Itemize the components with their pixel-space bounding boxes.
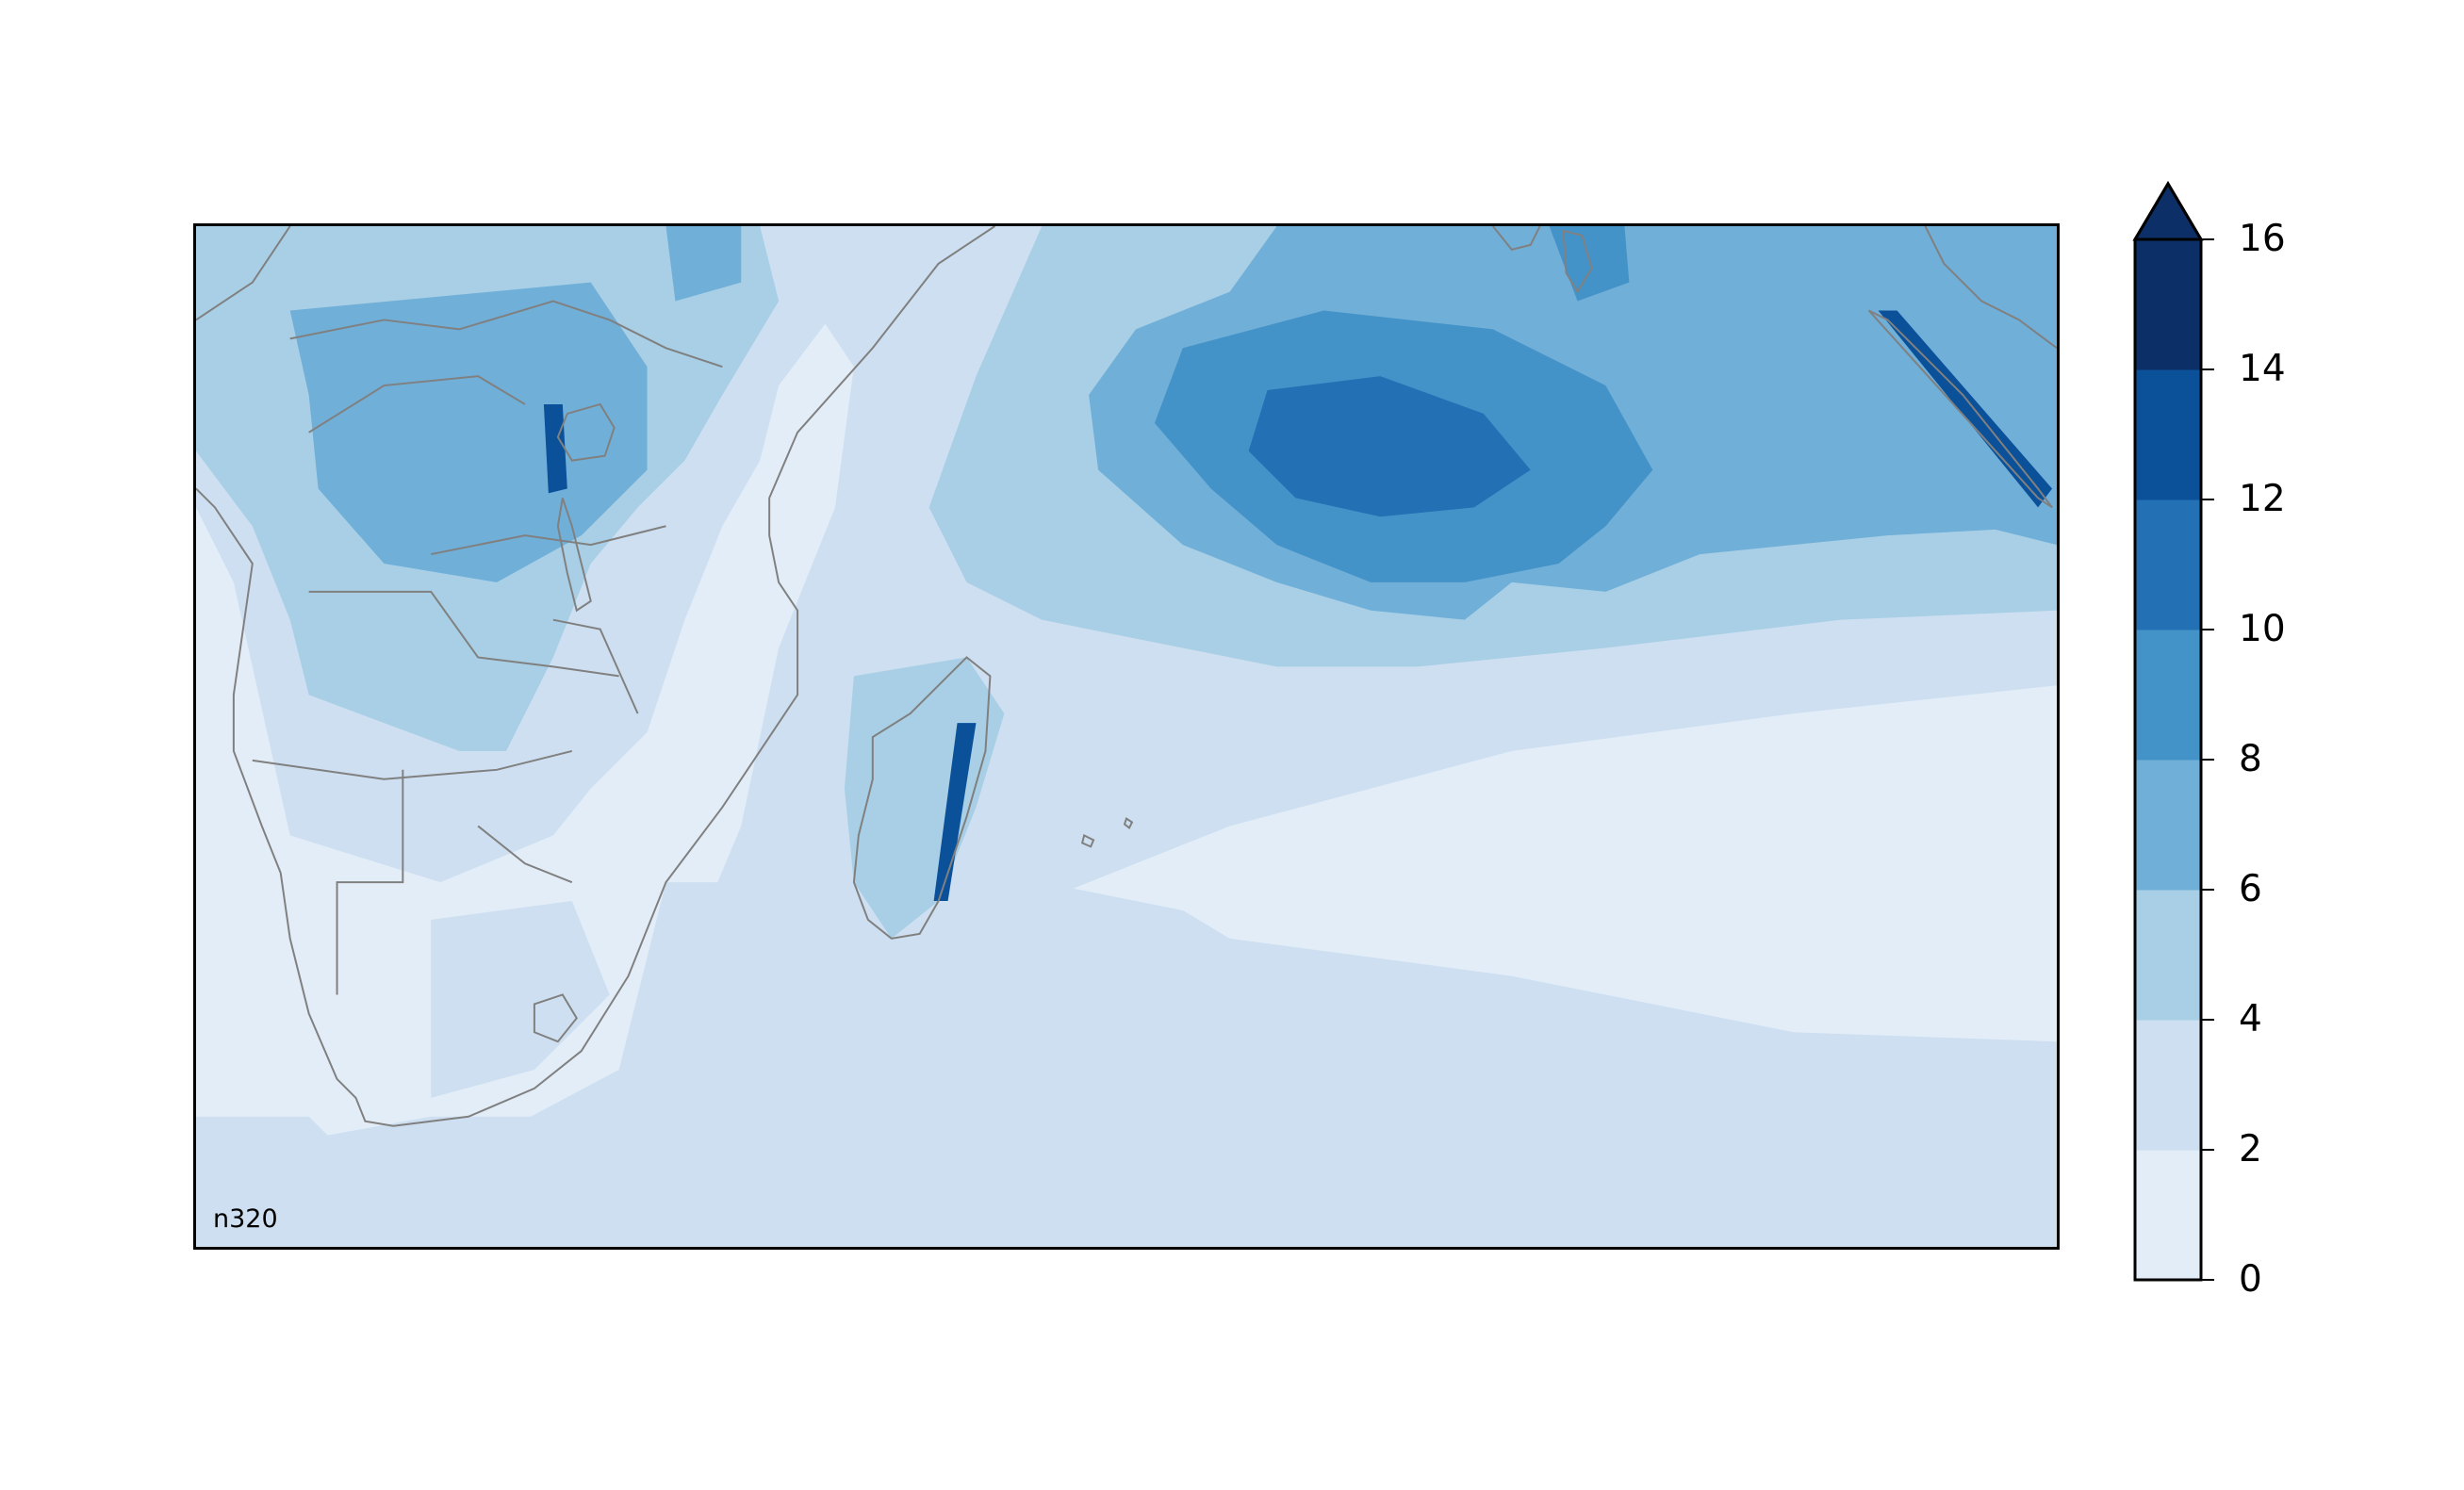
colorbar-band: [2135, 1020, 2201, 1151]
colorbar-tick: [2201, 889, 2214, 891]
india-tip: [1492, 226, 1541, 251]
africa-coastline: [196, 226, 995, 1127]
lesotho: [533, 993, 578, 1043]
field-region-tropical-10: [1248, 376, 1531, 517]
lake-victoria: [556, 402, 616, 462]
east-islands: [1867, 226, 2057, 509]
field-region-madagascar-12: [933, 723, 977, 902]
colorbar-band: [2135, 890, 2201, 1021]
colorbar-tick: [2201, 759, 2214, 761]
colorbar-band: [2135, 369, 2201, 500]
madagascar-coastline: [852, 656, 992, 940]
colorbar-band: [2135, 1150, 2201, 1281]
field-region-srilanka: [1549, 226, 1630, 302]
colorbar-tick-label: 2: [2239, 1128, 2262, 1171]
colorbar-ticks: 0 2 4 6 8 10 12 14 16: [2201, 0, 2390, 1490]
field-region-south-africa-2: [431, 901, 610, 1098]
country-borders: [252, 300, 723, 995]
colorbar-tick-label: 16: [2239, 218, 2286, 260]
colorbar-tick-label: 14: [2239, 348, 2286, 390]
field-region-east-12: [1878, 310, 2053, 508]
colorbar-tick: [2201, 1019, 2214, 1021]
precipitation-map: [196, 226, 2057, 1247]
colorbar-tick-label: 12: [2239, 478, 2286, 520]
colorbar-tick-label: 0: [2239, 1258, 2262, 1301]
field-region-south-ocean: [196, 882, 2057, 1247]
colorbar-tick: [2201, 629, 2214, 630]
colorbar: [2132, 181, 2204, 1282]
colorbar-tick-label: 4: [2239, 998, 2262, 1040]
colorbar-svg: [2132, 181, 2204, 1282]
colorbar-tick: [2201, 1149, 2214, 1151]
colorbar-tick: [2201, 1279, 2214, 1281]
colorbar-band: [2135, 239, 2201, 370]
colorbar-band: [2135, 499, 2201, 630]
sri-lanka: [1562, 229, 1593, 294]
map-panel: n320: [193, 223, 2060, 1250]
mascarene-islands: [1080, 816, 1134, 848]
colorbar-band: [2135, 630, 2201, 761]
colorbar-tick-label: 10: [2239, 608, 2286, 650]
colorbar-tick: [2201, 499, 2214, 500]
colorbar-bands: [2135, 239, 2201, 1281]
colorbar-extend-arrow: [2132, 181, 2204, 241]
colorbar-tick: [2201, 368, 2214, 370]
field-region-indian-ocean-low: [1135, 807, 2057, 1042]
lake-tanganyika: [556, 498, 592, 613]
colorbar-band: [2135, 760, 2201, 891]
coastline-group: [196, 226, 2057, 1127]
grid-resolution-label: n320: [213, 1204, 278, 1234]
colorbar-tick-label: 6: [2239, 868, 2262, 910]
field-region-africa-6: [289, 282, 648, 582]
colorbar-tick-label: 8: [2239, 738, 2262, 780]
colorbar-tick: [2201, 238, 2214, 240]
field-region-ethiopia: [665, 226, 742, 302]
